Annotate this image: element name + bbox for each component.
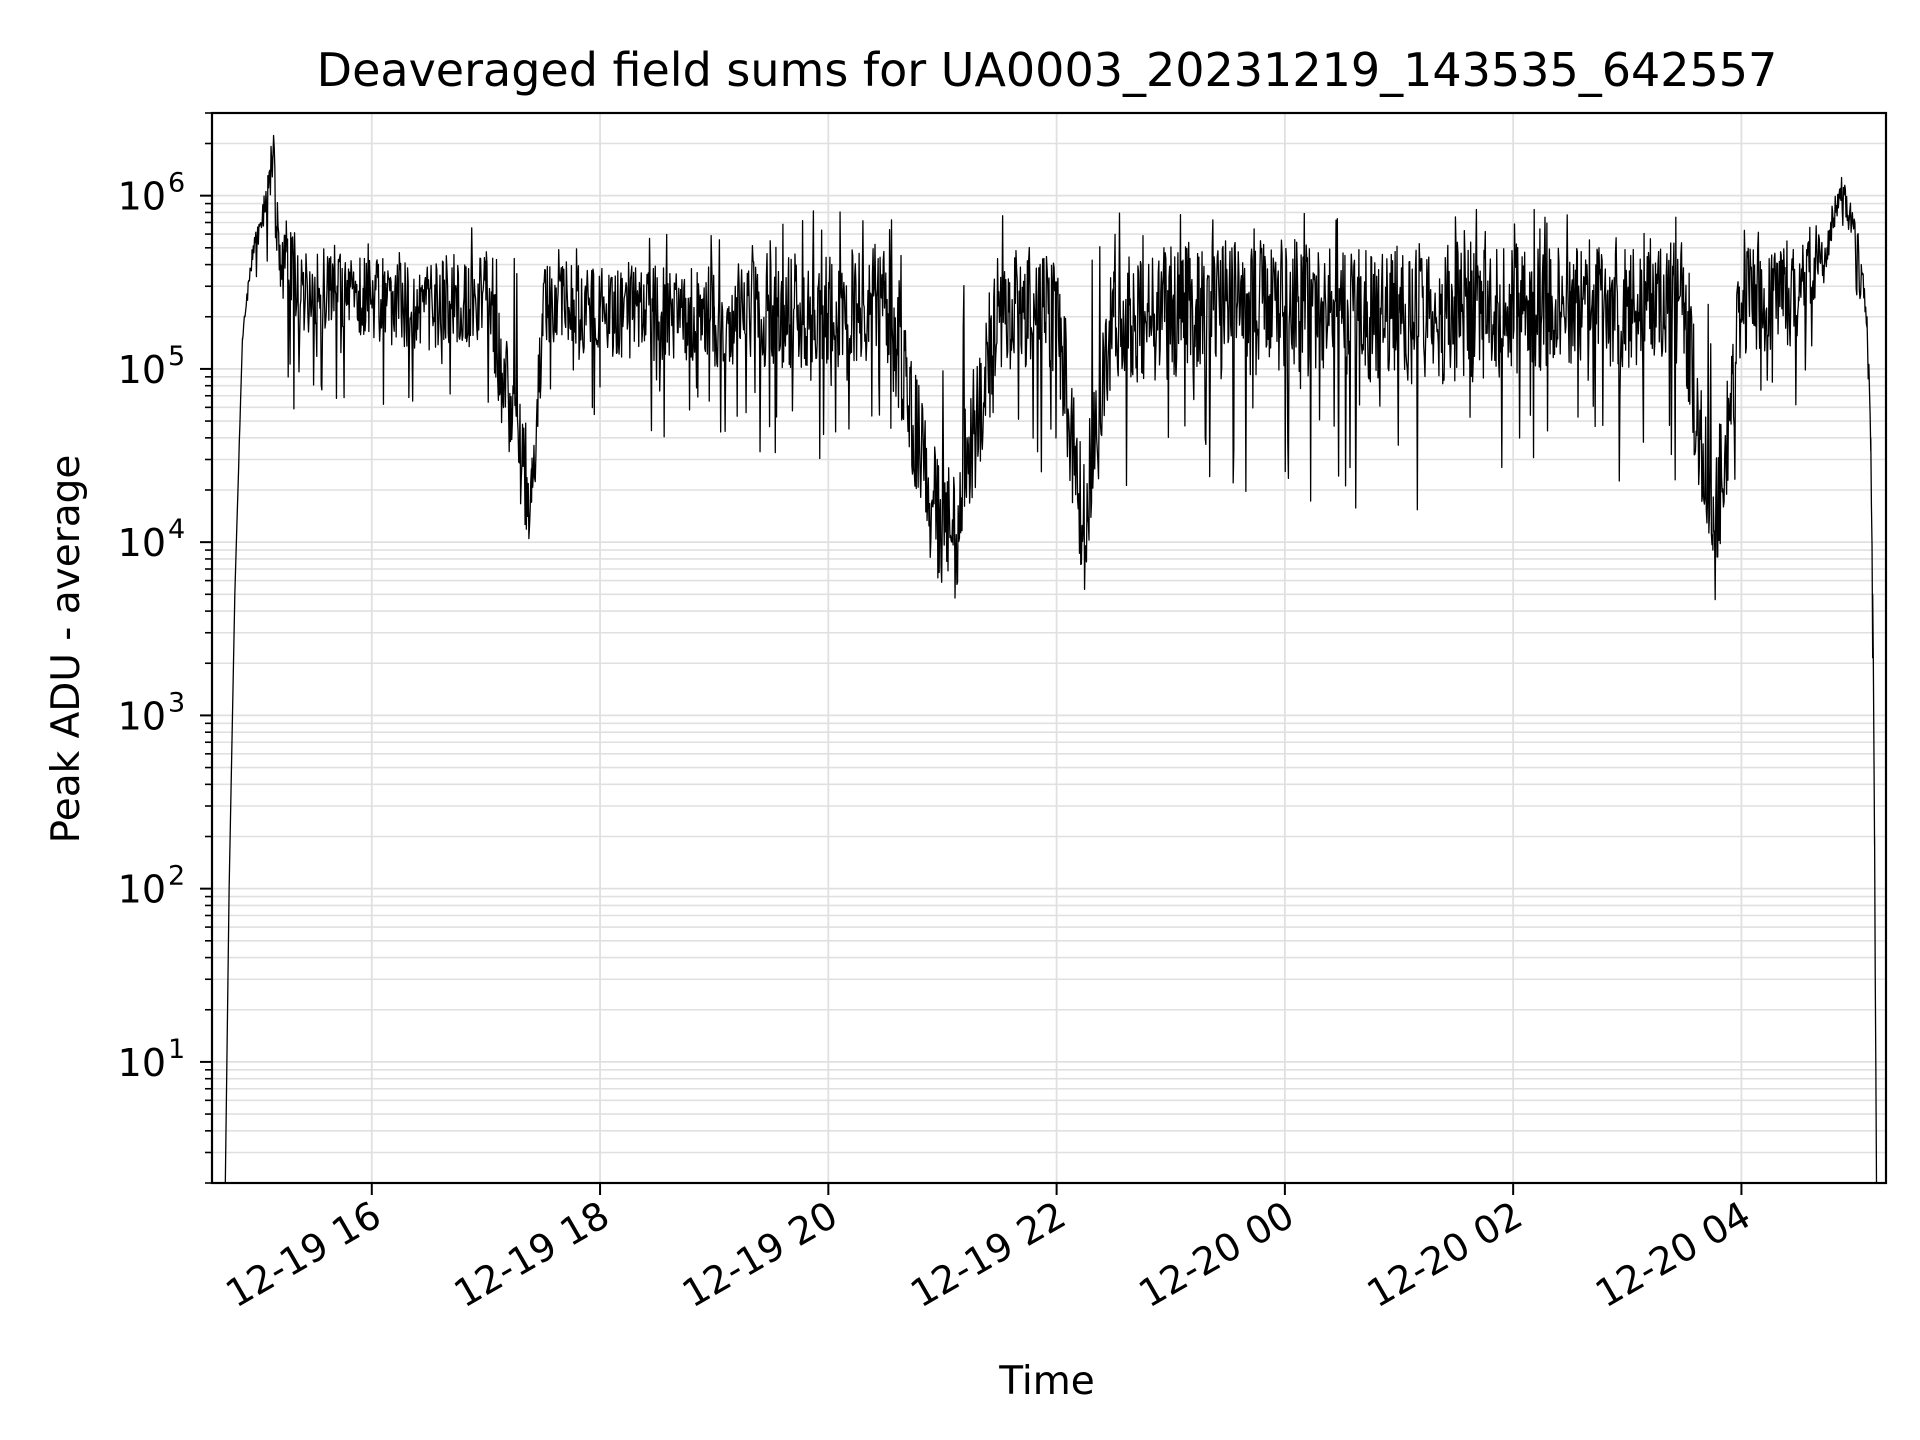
chart-title: Deaveraged field sums for UA0003_2023121… bbox=[317, 43, 1778, 97]
y-tick-label-exponent: 1 bbox=[168, 1034, 185, 1065]
y-tick-label: 10 bbox=[118, 175, 166, 219]
x-axis-label: Time bbox=[998, 1359, 1094, 1404]
series-line bbox=[224, 134, 1878, 1184]
series-layer bbox=[224, 134, 1878, 1184]
y-tick-label-exponent: 6 bbox=[168, 168, 185, 199]
grid-layer bbox=[212, 112, 1886, 1184]
plot-frame bbox=[210, 111, 1888, 1185]
y-tick-label: 10 bbox=[118, 521, 166, 565]
y-tick-label-exponent: 3 bbox=[168, 687, 185, 718]
y-axis-label: Peak ADU - average bbox=[44, 455, 89, 844]
y-tick-label: 10 bbox=[118, 1041, 166, 1085]
y-tick-label: 10 bbox=[118, 348, 166, 392]
y-tick-label-exponent: 5 bbox=[168, 341, 185, 372]
y-tick-label: 10 bbox=[118, 694, 166, 738]
y-tick-label: 10 bbox=[118, 868, 166, 912]
y-tick-label-exponent: 4 bbox=[168, 514, 185, 545]
y-tick-label-exponent: 2 bbox=[168, 861, 185, 892]
